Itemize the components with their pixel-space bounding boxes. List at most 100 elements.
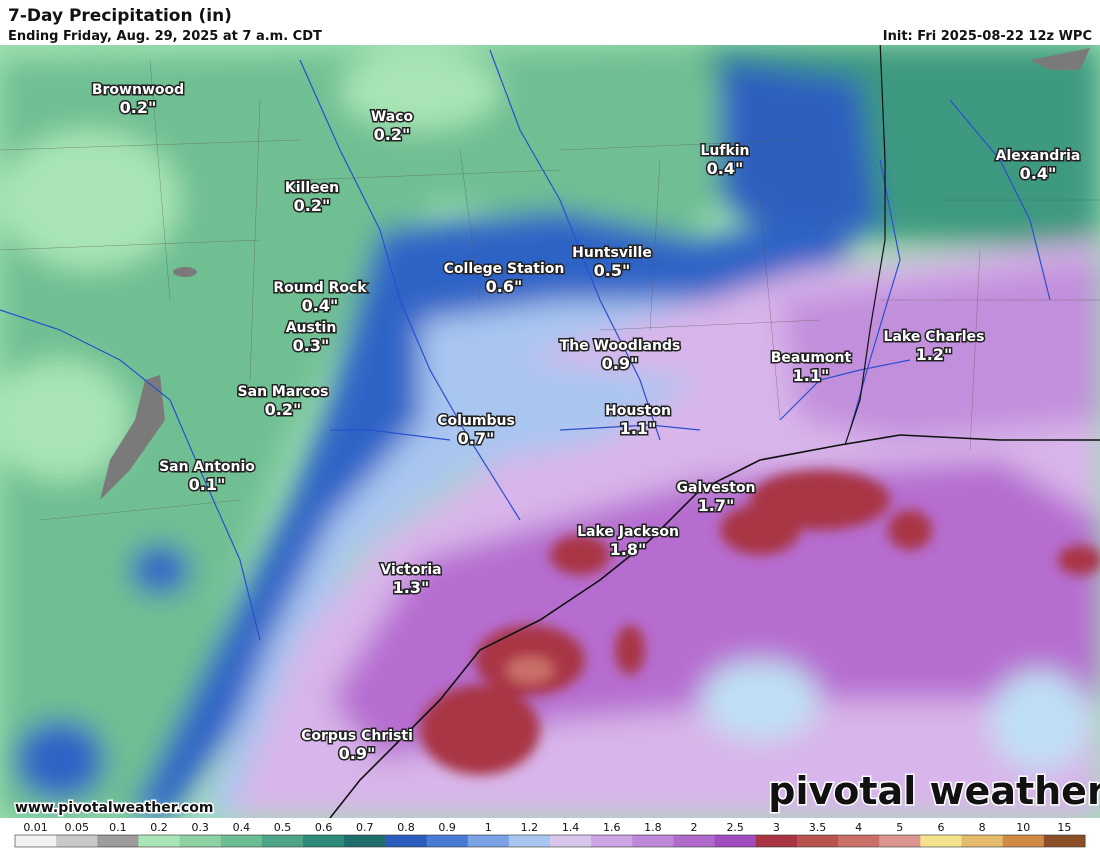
colorbar-label: 2 bbox=[691, 821, 698, 834]
city-amount: 0.2" bbox=[374, 125, 411, 144]
colorbar-swatch bbox=[426, 835, 469, 847]
city-name: Austin bbox=[286, 320, 337, 336]
city-amount: 0.3" bbox=[293, 336, 330, 355]
colorbar-label: 4 bbox=[855, 821, 862, 834]
city-name: Galveston bbox=[677, 480, 756, 496]
colorbar-swatch bbox=[714, 835, 757, 847]
map bbox=[0, 39, 1100, 819]
colorbar-label: 2.5 bbox=[726, 821, 744, 834]
colorbar-swatch bbox=[838, 835, 880, 847]
city-name: Brownwood bbox=[92, 82, 184, 98]
city-name: Lake Charles bbox=[884, 329, 985, 345]
city-amount: 0.6" bbox=[486, 277, 523, 296]
colorbar-label: 0.7 bbox=[356, 821, 374, 834]
city-amount: 0.2" bbox=[294, 196, 331, 215]
city-amount: 0.4" bbox=[1020, 164, 1057, 183]
city-amount: 1.3" bbox=[393, 578, 430, 597]
city-name: Waco bbox=[371, 109, 414, 125]
city-amount: 0.2" bbox=[120, 98, 157, 117]
city-amount: 1.8" bbox=[610, 540, 647, 559]
colorbar-label: 5 bbox=[896, 821, 903, 834]
city-amount: 0.4" bbox=[707, 159, 744, 178]
colorbar-swatch bbox=[796, 835, 839, 847]
colorbar-label: 3.5 bbox=[809, 821, 827, 834]
city-name: Corpus Christi bbox=[301, 728, 413, 744]
city-amount: 1.1" bbox=[620, 419, 657, 438]
colorbar-border bbox=[14, 834, 1086, 848]
colorbar-swatch bbox=[508, 835, 551, 847]
colorbar-swatch bbox=[879, 835, 921, 847]
city-name: College Station bbox=[444, 261, 565, 277]
city-amount: 0.1" bbox=[189, 475, 226, 494]
city-name: The Woodlands bbox=[560, 338, 681, 354]
colorbar-label: 0.05 bbox=[64, 821, 89, 834]
colorbar-swatch bbox=[344, 835, 386, 847]
city-amount: 1.1" bbox=[793, 366, 830, 385]
colorbar-label: 1 bbox=[485, 821, 492, 834]
header-bar bbox=[0, 0, 1100, 45]
colorbar-label: 1.6 bbox=[603, 821, 621, 834]
colorbar: 0.01 0.05 0.1 0.2 0.3 0.4 0.5 0.6 0.7 0.8 0.9 1 1.2 1… bbox=[14, 821, 1086, 848]
colorbar-label: 6 bbox=[937, 821, 944, 834]
colorbar-label: 10 bbox=[1016, 821, 1030, 834]
colorbar-label: 0.1 bbox=[109, 821, 127, 834]
city-amount: 0.2" bbox=[265, 400, 302, 419]
colorbar-label: 0.6 bbox=[315, 821, 333, 834]
city-name: Alexandria bbox=[996, 148, 1081, 164]
colorbar-swatch bbox=[1002, 835, 1045, 847]
colorbar-label: 1.4 bbox=[562, 821, 580, 834]
city-name: Round Rock bbox=[273, 280, 367, 296]
colorbar-swatch bbox=[467, 835, 510, 847]
colorbar-swatch bbox=[920, 835, 963, 847]
colorbar-label: 0.3 bbox=[191, 821, 209, 834]
city-amount: 0.4" bbox=[302, 296, 339, 315]
colorbar-swatch bbox=[56, 835, 98, 847]
colorbar-swatch bbox=[961, 835, 1004, 847]
colorbar-swatch bbox=[755, 835, 798, 847]
colorbar-label: 0.9 bbox=[438, 821, 456, 834]
colorbar-label: 8 bbox=[979, 821, 986, 834]
colorbar-swatch bbox=[220, 835, 263, 847]
colorbar-swatch bbox=[673, 835, 716, 847]
city-amount: 0.5" bbox=[594, 261, 631, 280]
city-name: Huntsville bbox=[572, 245, 652, 261]
city-name: San Marcos bbox=[238, 384, 329, 400]
city-name: Victoria bbox=[380, 562, 441, 578]
subtitle: Ending Friday, Aug. 29, 2025 at 7 a.m. C… bbox=[8, 29, 322, 44]
colorbar-swatch bbox=[138, 835, 181, 847]
colorbar-swatch bbox=[97, 835, 139, 847]
colorbar-label: 0.4 bbox=[233, 821, 251, 834]
colorbar-swatch bbox=[591, 835, 633, 847]
colorbar-swatch bbox=[303, 835, 345, 847]
colorbar-label: 0.01 bbox=[23, 821, 48, 834]
init-time: Init: Fri 2025-08-22 12z WPC bbox=[883, 29, 1092, 44]
logo: pivotal weather bbox=[768, 769, 1100, 813]
website: www.pivotalweather.com bbox=[15, 800, 214, 816]
city-amount: 0.9" bbox=[602, 354, 639, 373]
colorbar-label: 0.8 bbox=[397, 821, 415, 834]
colorbar-label: 1.2 bbox=[521, 821, 539, 834]
colorbar-label: 15 bbox=[1057, 821, 1071, 834]
colorbar-swatch bbox=[632, 835, 674, 847]
city-name: San Antonio bbox=[159, 459, 255, 475]
colorbar-swatch bbox=[261, 835, 304, 847]
city-amount: 1.7" bbox=[698, 496, 735, 515]
colorbar-label: 0.2 bbox=[150, 821, 168, 834]
colorbar-label: 1.8 bbox=[644, 821, 662, 834]
colorbar-swatch bbox=[385, 835, 428, 847]
colorbar-swatch bbox=[179, 835, 222, 847]
colorbar-label: 0.5 bbox=[274, 821, 292, 834]
city-name: Houston bbox=[605, 403, 671, 419]
city-name: Columbus bbox=[437, 413, 515, 429]
title: 7-Day Precipitation (in) bbox=[8, 6, 232, 26]
city-amount: 0.9" bbox=[339, 744, 376, 763]
city-name: Lufkin bbox=[700, 143, 749, 159]
colorbar-swatch bbox=[15, 835, 57, 847]
city-amount: 1.2" bbox=[916, 345, 953, 364]
city-name: Lake Jackson bbox=[577, 524, 679, 540]
city-name: Killeen bbox=[285, 180, 339, 196]
city-amount: 0.7" bbox=[458, 429, 495, 448]
